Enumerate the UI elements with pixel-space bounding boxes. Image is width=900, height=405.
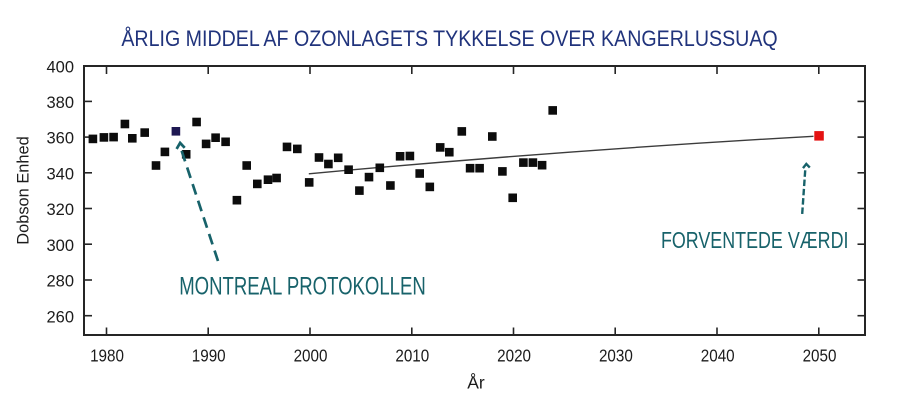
svg-text:1990: 1990 <box>192 346 226 365</box>
svg-text:1980: 1980 <box>90 346 124 365</box>
svg-text:360: 360 <box>46 130 74 148</box>
svg-text:Dobson Enhed: Dobson Enhed <box>15 136 33 244</box>
svg-text:FORVENTEDE VÆRDI: FORVENTEDE VÆRDI <box>661 228 849 254</box>
svg-text:2040: 2040 <box>701 346 735 365</box>
svg-text:300: 300 <box>46 237 74 255</box>
svg-text:ÅRLIG MIDDEL AF OZONLAGETS TYK: ÅRLIG MIDDEL AF OZONLAGETS TYKKELSE OVER… <box>121 27 777 51</box>
svg-text:400: 400 <box>46 58 74 76</box>
svg-text:År: År <box>467 373 485 393</box>
svg-text:280: 280 <box>46 273 74 291</box>
svg-text:MONTREAL PROTOKOLLEN: MONTREAL PROTOKOLLEN <box>179 272 426 300</box>
svg-text:2050: 2050 <box>803 346 837 365</box>
svg-text:2010: 2010 <box>395 346 429 365</box>
svg-text:2000: 2000 <box>294 346 328 365</box>
svg-text:260: 260 <box>46 308 74 326</box>
svg-text:2020: 2020 <box>497 346 531 365</box>
svg-text:2030: 2030 <box>599 346 633 365</box>
svg-text:380: 380 <box>46 94 74 112</box>
svg-text:320: 320 <box>46 201 74 219</box>
svg-text:340: 340 <box>46 165 74 183</box>
